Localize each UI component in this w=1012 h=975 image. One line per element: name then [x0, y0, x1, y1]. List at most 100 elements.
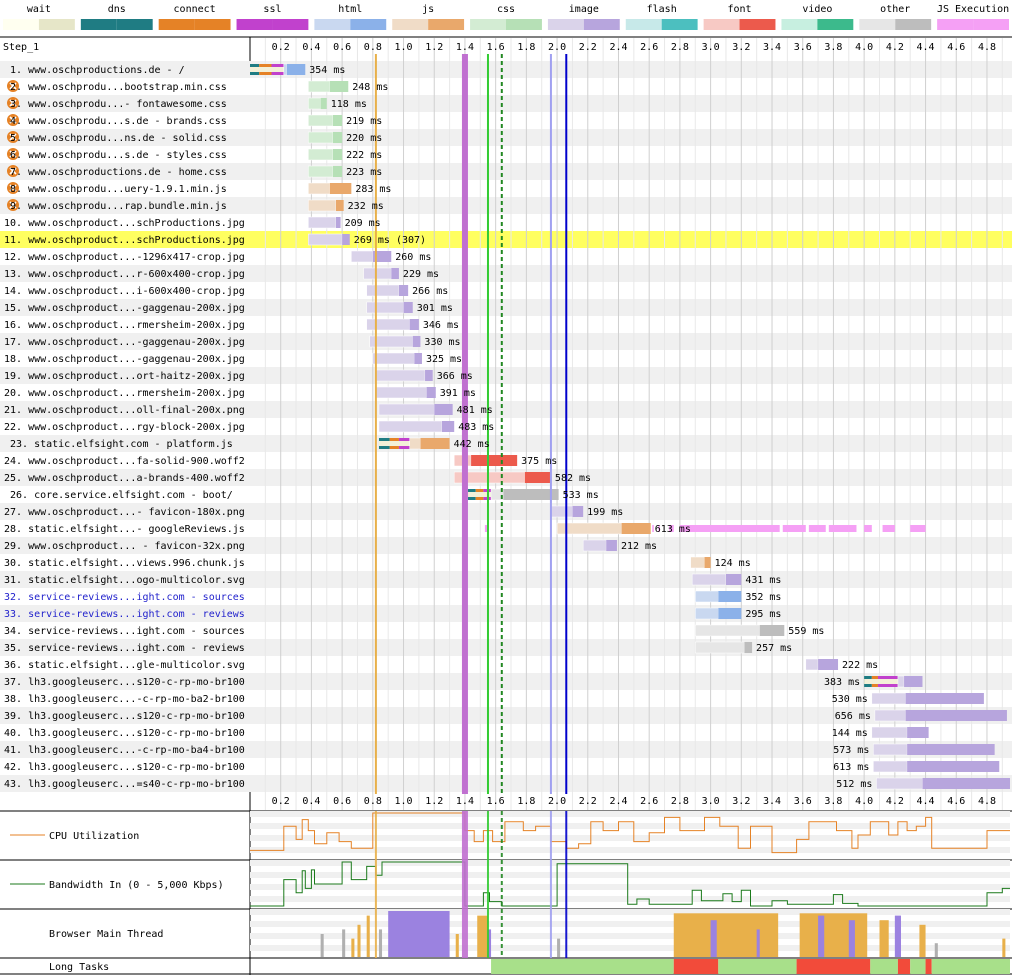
main-thread-panel-label: Browser Main Thread	[49, 929, 163, 940]
ttfb-segment	[283, 63, 288, 76]
download-segment	[922, 778, 1010, 789]
request-timing: 124 ms	[715, 558, 751, 569]
ttfb-segment	[582, 539, 607, 552]
main-thread-activity	[799, 913, 868, 957]
legend-label: js	[422, 4, 434, 15]
cpu-panel-label: CPU Utilization	[49, 831, 139, 842]
download-segment	[409, 319, 419, 330]
request-timing: 220 ms	[346, 133, 382, 144]
request-label: 1. www.oschproductions.de - /	[10, 65, 185, 76]
download-segment	[329, 81, 349, 92]
main-thread-activity	[357, 924, 361, 957]
tick-label: 4.0	[855, 42, 873, 53]
tick-label: 0.6	[333, 796, 351, 807]
download-segment	[905, 710, 1007, 721]
ttfb-segment	[375, 386, 427, 399]
legend-swatch-dark	[116, 19, 153, 30]
tick-label: 1.8	[517, 42, 535, 53]
table-row	[0, 163, 1012, 180]
ttfb-segment	[308, 114, 334, 127]
request-timing: 266 ms	[412, 286, 448, 297]
legend-swatch-light	[392, 19, 429, 30]
request-label: 22. www.oschproduct...rgy-block-200x.jpg	[4, 422, 245, 433]
request-label: 43. lh3.googleuserc...=s40-c-rp-mo-br100	[4, 779, 245, 790]
table-row	[0, 639, 1012, 656]
request-label: 17. www.oschproduct...-gaggenau-200x.jpg	[4, 337, 245, 348]
request-timing: 366 ms	[437, 371, 473, 382]
ttfb-segment	[876, 777, 923, 790]
warning-x-icon	[9, 167, 17, 175]
request-timing: 219 ms	[346, 116, 382, 127]
main-thread-activity	[673, 913, 779, 957]
main-thread-activity	[455, 934, 459, 957]
legend-label: html	[338, 4, 362, 15]
panel-stripe	[250, 884, 1010, 890]
download-segment	[332, 166, 343, 177]
long-task-segment	[925, 959, 932, 974]
legend-swatch-light	[470, 19, 506, 30]
ttfb-segment	[695, 590, 719, 603]
long-task-segment	[910, 959, 926, 974]
request-label: 26. core.service.elfsight.com - boot/	[10, 490, 233, 501]
main-thread-activity	[477, 915, 488, 957]
request-label: 34. service-reviews...ight.com - sources	[4, 626, 245, 637]
table-row	[0, 78, 1012, 95]
table-row	[0, 299, 1012, 316]
request-label: 25. www.oschproduct...a-brands-400.woff2	[4, 473, 245, 484]
ttfb-segment	[695, 641, 745, 654]
long-task-segment	[796, 959, 871, 974]
main-thread-activity	[378, 929, 383, 957]
download-segment	[471, 455, 518, 466]
long-tasks-panel-label: Long Tasks	[49, 962, 109, 973]
legend-swatch-dark	[38, 19, 75, 30]
request-timing: 222 ms	[346, 150, 382, 161]
request-timing: 391 ms	[440, 388, 476, 399]
tick-label: 1.0	[395, 796, 413, 807]
table-row	[0, 95, 1012, 112]
table-row	[0, 248, 1012, 265]
legend-swatch-light	[236, 19, 273, 30]
request-timing: 481 ms	[457, 405, 493, 416]
request-label: 8. www.oschprodu...uery-1.9.1.min.js	[10, 184, 227, 195]
table-row	[0, 724, 1012, 741]
legend-swatch-light	[703, 19, 740, 30]
request-timing: 582 ms	[555, 473, 591, 484]
wait-segment	[250, 67, 284, 72]
download-segment	[335, 217, 341, 228]
ttfb-segment	[308, 165, 334, 178]
request-label: 7. www.oschproductions.de - home.css	[10, 167, 227, 178]
table-row	[0, 333, 1012, 350]
panel-stripe	[250, 945, 1010, 951]
request-label: 36. static.elfsight...gle-multicolor.svg	[4, 660, 245, 671]
main-thread-activity	[388, 911, 450, 957]
js-execution-mark	[658, 525, 660, 532]
request-timing: 442 ms	[454, 439, 490, 450]
legend-swatch-dark	[583, 19, 620, 30]
table-row	[0, 214, 1012, 231]
ttfb-segment	[366, 318, 410, 331]
ttfb-segment	[871, 726, 908, 739]
warning-x-icon	[9, 150, 17, 158]
main-thread-activity	[894, 915, 901, 957]
tick-label: 4.4	[917, 796, 935, 807]
request-label: 29. www.oschproduct... - favicon-32x.png	[4, 541, 245, 552]
step-label: Step_1	[3, 42, 39, 53]
download-segment	[391, 268, 399, 279]
js-execution-mark	[882, 525, 895, 532]
tick-label: 2.2	[579, 42, 597, 53]
tick-label: 2.0	[548, 42, 566, 53]
legend-label: video	[802, 4, 832, 15]
request-label: 9. www.oschprodu...rap.bundle.min.js	[10, 201, 227, 212]
legend-swatch-dark	[350, 19, 387, 30]
download-segment	[426, 387, 436, 398]
ttfb-segment	[873, 743, 908, 756]
download-segment	[332, 149, 343, 160]
ttfb-segment	[308, 131, 334, 144]
request-timing: 354 ms	[309, 65, 345, 76]
long-task-segment	[673, 959, 719, 974]
legend-swatch-dark	[895, 19, 932, 30]
legend: wait dns connect ssl html js css image flash font…	[3, 4, 1009, 30]
request-timing: 512 ms	[836, 779, 872, 790]
tick-label: 3.0	[702, 42, 720, 53]
request-label: 13. www.oschproduct...r-600x400-crop.jpg	[4, 269, 245, 280]
